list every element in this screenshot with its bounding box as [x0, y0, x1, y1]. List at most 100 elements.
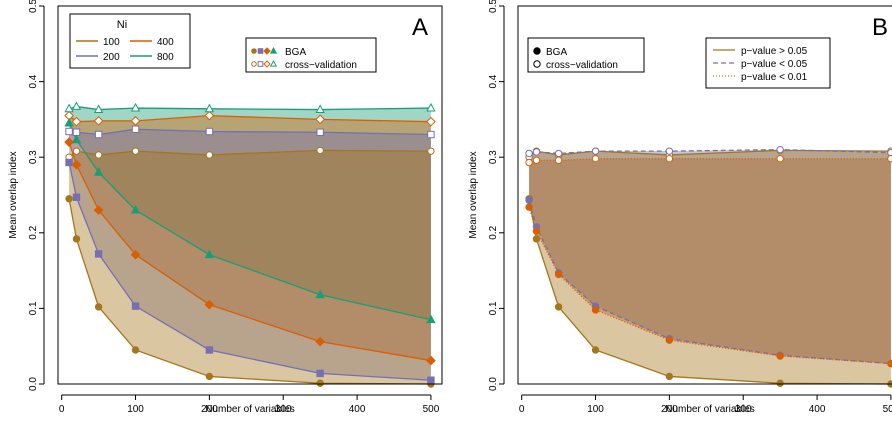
panel-b-cv-point: [665, 155, 674, 163]
panel-a-y-tick-label: 0.5: [28, 0, 39, 13]
panel-a-bga-point: [315, 289, 325, 299]
panel-b-bga-point: [525, 196, 533, 204]
panel-a-cv-point: [315, 104, 325, 113]
panel-a-method-legend-marker: [269, 59, 278, 67]
panel-a-bga-point: [315, 336, 326, 347]
panel-b-y-tick-label: 0.5: [488, 0, 499, 13]
panel-a-ni-legend-title: Ni: [117, 19, 127, 31]
panel-a-bga-point: [131, 346, 140, 354]
panel-b-y-tick-label: 0.1: [488, 301, 499, 315]
panel-b-method-legend-cv: cross−validation: [546, 60, 618, 71]
panel-a-cv-point: [71, 101, 82, 110]
panel-a-cv-point: [71, 116, 82, 127]
panel-a-bga-point: [64, 117, 74, 127]
panel-a-bga-point: [130, 204, 141, 214]
panel-b-bga-point: [532, 227, 541, 235]
panel-a-bga-point: [72, 193, 81, 201]
panel-a-method-legend-marker: [251, 48, 257, 54]
panel-a-cv-point: [204, 110, 215, 121]
panel-a-area-1: [69, 129, 431, 381]
panel-a-cv-point: [64, 103, 74, 113]
panel-a-cv-point: [65, 127, 73, 136]
panel-b-area-0: [529, 150, 891, 384]
panel-a-bga-point: [205, 346, 214, 354]
panel-a-x-tick-label: 100: [127, 404, 144, 415]
panel-b-bga-point: [887, 359, 892, 368]
panel-a-bga-point: [65, 158, 73, 167]
panel-b-y-tick-label: 0.4: [488, 74, 499, 88]
panel-b-bga-point: [776, 379, 784, 387]
panel-b-bga-point: [591, 346, 600, 354]
panel-b-cv-point: [776, 145, 784, 154]
panel-a-x-tick-label: 400: [349, 404, 366, 415]
panel-a-y-tick-label: 0.3: [28, 150, 39, 164]
panel-b-x-tick-label: 400: [809, 404, 826, 415]
panel-b-bga-point: [776, 352, 784, 360]
panel-b-cv-point: [554, 149, 563, 158]
panel-a-bga-point: [205, 372, 214, 381]
panel-b-cv-point: [591, 155, 600, 163]
panel-a-cv-point: [94, 130, 103, 139]
panel-a-cv-point: [316, 128, 324, 136]
panel-b-x-tick-label: 200: [661, 404, 678, 415]
panel-b-x-axis-label: Number of variables: [665, 404, 754, 415]
panel-b-cv-point: [887, 148, 892, 157]
panel-b-bga-point: [591, 306, 600, 314]
panel-a-x-tick-label: 500: [423, 404, 440, 415]
panel-a-bga-point: [71, 134, 82, 144]
panel-b-y-axis-label: Mean overlap index: [468, 151, 479, 238]
panel-a-bga-point: [316, 379, 324, 387]
panel-a-area-3: [69, 106, 431, 320]
panel-a-method-legend-marker: [263, 60, 271, 68]
panel-b-plot-frame: [517, 5, 892, 385]
panel-a-panel-letter: A: [412, 14, 428, 41]
panel-a-y-tick-label: 0.4: [28, 74, 39, 88]
panel-b-cv-point: [525, 158, 533, 167]
panel-a-ni-legend-label: 100: [103, 37, 120, 48]
panel-b-cv-point: [776, 155, 784, 163]
panel-a-cv-point: [131, 147, 140, 155]
panel-a-ni-legend-label: 400: [157, 37, 174, 48]
panel-a-bga-point: [72, 235, 81, 243]
panel-b-cv-point: [665, 147, 674, 155]
panel-b-method-legend-marker: [533, 47, 541, 55]
panel-a-cv-point: [316, 146, 324, 155]
panel-b-bga-point: [532, 235, 541, 243]
panel-b-bga-point: [525, 203, 533, 211]
panel-b-pvalue-legend-label: p−value < 0.05: [741, 59, 808, 70]
panel-a-cv-point: [315, 114, 326, 125]
panel-b-x-tick-label: 0: [519, 404, 525, 415]
panel-b-y-tick-label: 0.3: [488, 150, 499, 164]
panel-a-bga-point: [64, 137, 74, 147]
panel-a-cv-point: [72, 128, 81, 136]
panel-b-area-2: [529, 158, 891, 364]
panel-a-cv-point: [72, 147, 81, 155]
panel-a-plot-frame: [57, 5, 443, 385]
panel-a-method-legend-marker: [257, 48, 264, 54]
panel-a-cv-point: [94, 151, 103, 159]
panel-b-method-legend-marker: [533, 60, 541, 68]
panel-a-bga-point: [65, 195, 73, 203]
panel-b-x-tick-label: 100: [587, 404, 604, 415]
panel-b-bga-point: [554, 303, 563, 311]
panel-b-pvalue-legend-label: p−value > 0.05: [741, 46, 808, 57]
panel-a-bga-point: [94, 303, 103, 311]
panel-a-ni-legend-label: 200: [103, 52, 120, 63]
panel-a-bga-point: [71, 159, 82, 170]
panel-a-method-legend-marker: [269, 46, 278, 54]
panel-b-pvalue-legend-box: [705, 37, 831, 89]
panel-a-bga-point: [94, 250, 103, 258]
panel-a-cv-point: [427, 147, 435, 155]
panel-b-x-tick-label: 300: [735, 404, 752, 415]
panel-a-cv-point: [426, 102, 436, 112]
panel-b-bga-point: [554, 270, 563, 279]
panel-a-cv-point: [426, 116, 436, 127]
panel-a-y-tick-label: 0.2: [28, 225, 39, 239]
panel-a-cv-point: [130, 116, 141, 126]
panel-a-cv-point: [205, 127, 214, 136]
panel-a-cv-point: [130, 102, 141, 112]
panel-b-pvalue-legend-label: p−value < 0.01: [741, 72, 808, 83]
panel-a-bga-point: [427, 376, 435, 384]
panel-a-y-tick-label: 0.1: [28, 301, 39, 315]
